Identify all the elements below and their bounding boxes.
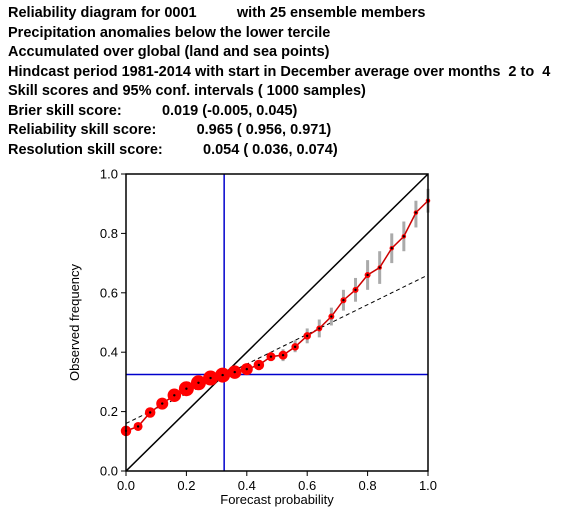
data-point-center bbox=[233, 370, 236, 374]
y-tick-label: 0.8 bbox=[100, 226, 118, 241]
climatology-lines bbox=[126, 174, 428, 471]
data-point-center bbox=[221, 373, 224, 377]
brier-score-label: Brier skill score: bbox=[8, 102, 122, 119]
x-tick-label: 0.0 bbox=[117, 478, 135, 493]
data-point-center bbox=[306, 334, 309, 338]
title-dataset: Reliability diagram for 0001 bbox=[8, 5, 197, 21]
title-line-5: Skill scores and 95% conf. intervals ( 1… bbox=[8, 83, 366, 99]
reliability-curve bbox=[120, 198, 431, 437]
y-tick-label: 0.4 bbox=[100, 345, 118, 360]
data-point-center bbox=[318, 327, 321, 330]
y-tick-label: 0.2 bbox=[100, 404, 118, 419]
title-line-1: Reliability diagram for 0001 with 25 ens… bbox=[8, 4, 550, 24]
data-point-center bbox=[414, 211, 418, 214]
perfect-reliability-line bbox=[125, 173, 429, 472]
data-point-center bbox=[354, 288, 357, 292]
brier-score-line: Brier skill score: 0.019 (-0.005, 0.045) bbox=[8, 102, 550, 122]
data-point-center bbox=[148, 411, 152, 414]
x-tick-label: 0.6 bbox=[298, 478, 316, 493]
x-tick-label: 0.2 bbox=[177, 478, 195, 493]
data-point-center bbox=[161, 402, 164, 405]
data-point-center bbox=[390, 247, 393, 250]
data-point-center bbox=[281, 353, 285, 357]
x-tick-label: 1.0 bbox=[419, 478, 437, 493]
confidence-bars bbox=[269, 188, 430, 362]
data-point-center bbox=[173, 394, 176, 397]
data-point-center bbox=[402, 235, 406, 238]
reference-lines bbox=[125, 173, 429, 472]
title-line-4: Hindcast period 1981-2014 with start in … bbox=[8, 63, 551, 80]
title-line-2: Precipitation anomalies below the lower … bbox=[8, 24, 331, 41]
y-tick-label: 0.6 bbox=[100, 285, 118, 300]
title-line-3: Accumulated over global (land and sea po… bbox=[8, 44, 330, 60]
resolution-score-line: Resolution skill score: 0.054 ( 0.036, 0… bbox=[8, 141, 550, 161]
data-point-center bbox=[197, 381, 200, 384]
plot-frame bbox=[125, 173, 429, 472]
resolution-score-value: 0.054 ( 0.036, 0.074) bbox=[203, 141, 338, 158]
y-tick-label: 0.0 bbox=[100, 464, 118, 479]
reliability-score-value: 0.965 ( 0.956, 0.971) bbox=[196, 122, 332, 138]
y-axis-label: Observed frequency bbox=[67, 263, 82, 381]
reliability-score-line: Reliability skill score: 0.965 ( 0.956, … bbox=[8, 121, 550, 141]
x-tick-label: 0.8 bbox=[359, 478, 377, 493]
brier-score-value: 0.019 (-0.005, 0.045) bbox=[161, 102, 298, 119]
data-point-center bbox=[257, 363, 261, 367]
data-point-center bbox=[209, 376, 212, 380]
reliability-score-label: Reliability skill score: bbox=[8, 122, 157, 138]
axes: 0.0 0.2 0.4 0.6 0.8 1.0 0.0 0.2 0.4 0.6 0.8 1.0 Fore… bbox=[67, 167, 437, 508]
data-point-center bbox=[342, 299, 345, 302]
data-point-center bbox=[330, 315, 333, 318]
chart-header: Reliability diagram for 0001 with 25 ens… bbox=[8, 4, 550, 160]
data-point-center bbox=[293, 345, 297, 349]
data-point-center bbox=[245, 367, 248, 371]
title-ensemble: with 25 ensemble members bbox=[236, 5, 426, 21]
data-point-center bbox=[136, 425, 140, 428]
resolution-score-label: Resolution skill score: bbox=[8, 141, 163, 158]
x-axis-label: Forecast probability bbox=[220, 492, 334, 507]
data-point-center bbox=[378, 266, 381, 269]
y-tick-label: 1.0 bbox=[100, 167, 118, 182]
data-point-center bbox=[366, 273, 369, 277]
data-point-center bbox=[185, 387, 188, 390]
data-point-center bbox=[269, 355, 273, 358]
x-tick-label: 0.4 bbox=[238, 478, 256, 493]
